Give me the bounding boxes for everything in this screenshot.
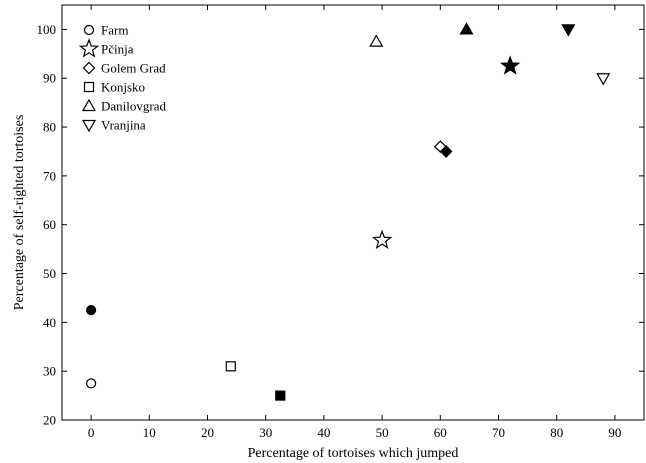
- legend-marker-farm: [83, 24, 95, 36]
- y-tick-label: 100: [37, 22, 57, 37]
- x-tick-label: 30: [259, 425, 272, 440]
- data-point-golem-grad-filled: [439, 145, 453, 158]
- legend-label-p-inja: Pčinja: [101, 42, 134, 57]
- data-point-konjsko-open: [225, 361, 236, 372]
- x-axis-title: Percentage of tortoises which jumped: [248, 446, 459, 461]
- y-tick-label: 90: [43, 71, 56, 86]
- data-point-farm-filled: [85, 305, 97, 316]
- x-tick-label: 80: [550, 425, 563, 440]
- y-tick-label: 20: [43, 413, 56, 428]
- y-axis-title: Percentage of self-righted tortoises: [12, 115, 27, 311]
- legend-label-konjsko: Konjsko: [101, 80, 145, 95]
- data-point-p-inja-open: [371, 229, 393, 249]
- legend-label-farm: Farm: [101, 23, 128, 38]
- y-tick-label: 70: [43, 168, 56, 183]
- y-tick-label: 80: [43, 120, 56, 135]
- data-point-p-inja-filled: [499, 55, 521, 75]
- data-point-vranjina-open: [596, 73, 611, 86]
- legend-marker-golem-grad: [82, 61, 96, 75]
- y-tick-label: 60: [43, 217, 56, 232]
- x-axis: 0 10 20 30 40 50 60 70 80 90: [88, 5, 621, 440]
- x-tick-label: 40: [317, 425, 330, 440]
- legend-marker-konjsko: [83, 81, 95, 93]
- data-markers: [85, 22, 611, 401]
- x-tick-label: 50: [376, 425, 389, 440]
- data-point-farm-open: [85, 378, 97, 389]
- x-tick-label: 0: [88, 425, 95, 440]
- x-tick-label: 10: [143, 425, 156, 440]
- legend-label-golem-grad: Golem Grad: [101, 61, 166, 76]
- y-axis: 20 30 40 50 60 70 80 90 100: [37, 22, 644, 428]
- y-tick-label: 50: [43, 266, 56, 281]
- x-tick-label: 70: [492, 425, 505, 440]
- y-tick-label: 30: [43, 364, 56, 379]
- data-point-danilovgrad-open: [369, 34, 384, 47]
- data-point-konjsko-filled: [275, 390, 286, 401]
- legend-marker-vranjina: [81, 119, 97, 133]
- legend-label-vranjina: Vranjina: [101, 118, 146, 133]
- data-point-danilovgrad-filled: [459, 22, 474, 35]
- x-tick-label: 90: [608, 425, 621, 440]
- legend-label-danilovgrad: Danilovgrad: [101, 99, 166, 114]
- legend-marker-p-inja: [78, 38, 100, 58]
- y-tick-label: 40: [43, 315, 56, 330]
- plot-area-frame: [61, 4, 645, 421]
- x-tick-label: 60: [434, 425, 447, 440]
- legend-marker-danilovgrad: [81, 98, 97, 112]
- legend: Farm Pčinja Golem Grad Konjsko Danilovgrad Vr…: [78, 23, 166, 133]
- data-point-vranjina-filled: [561, 24, 576, 37]
- x-tick-label: 20: [201, 425, 214, 440]
